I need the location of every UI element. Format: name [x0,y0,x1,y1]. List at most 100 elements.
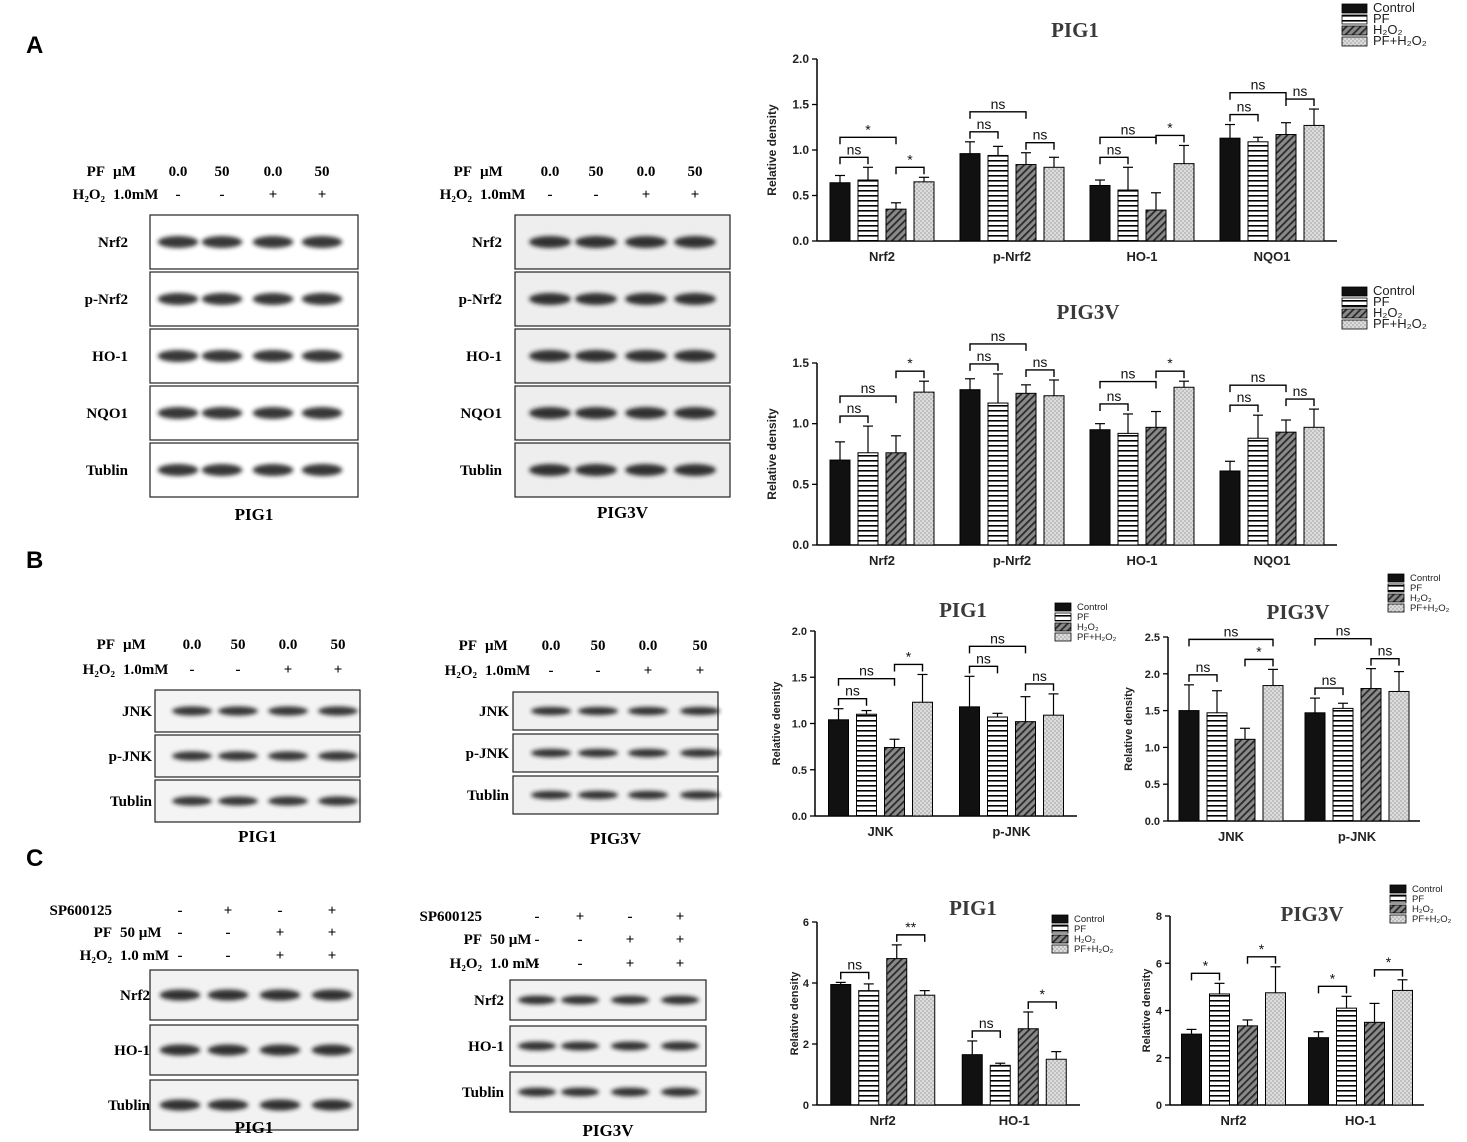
treatment-label: PF [459,638,477,654]
blot-band [560,1041,600,1051]
treatment-value: 0.0 [541,164,560,180]
significance-label: * [865,121,871,137]
blot-band [157,236,199,248]
treatment-value: + [276,948,285,964]
significance-label: ns [1224,623,1239,639]
blot-a-pig3v: PF µM 0.0 50 0.0 50 H₂O₂ 1.0mM - - + + Nrf2 p-Nrf2 HO-… [440,164,731,522]
treatment-value: + [676,909,685,925]
chart-title: PIG3V [1267,600,1330,624]
x-category-label: NQO1 [1254,249,1291,264]
bar [857,179,879,242]
y-tick-label: 0.5 [1145,779,1160,791]
blot-band [529,236,571,248]
chart-title: PIG3V [1057,300,1120,324]
blot-band [201,293,243,305]
blot-band [674,293,716,305]
blot-band [517,1041,557,1051]
blot-band [674,464,716,476]
blot-band [575,293,617,305]
y-axis-label: Relative density [789,971,801,1056]
treatment-label: PF [94,925,112,941]
y-axis-label: Relative density [771,681,783,766]
y-tick-label: 2 [803,1039,809,1051]
treatment-unit: 1.0 mM [120,948,169,964]
x-category-label: HO-1 [999,1113,1030,1128]
chart-3: PIG1 0.0 0.5 1.0 1.5 2.0 Relative density JNK p-… [771,598,1117,839]
bar [1089,184,1111,242]
significance-bracket [895,166,925,175]
blot-band [207,989,249,1001]
significance-label: ns [847,400,862,416]
treatment-value: - [178,948,183,964]
blot-band [575,407,617,419]
blot-band [268,796,308,806]
blot-band [318,706,358,716]
blot-band [159,1044,201,1056]
legend-swatch [1389,914,1407,924]
x-category-label: p-JNK [992,824,1031,839]
bar [1247,437,1269,546]
blot-band [628,790,668,800]
treatment-label: SP600125 [419,909,482,925]
legend-label: Control [1373,0,1415,15]
bar-charts: PIG1 0.0 0.5 1.0 1.5 2.0 Relative density Nrf2 p… [765,0,1452,1128]
blot-a-pig1: PF µM 0.0 50 0.0 50 H₂O₂ 1.0mM - - + + Nrf2 p-Nrf2 HO-… [73,164,359,524]
legend-label: PF+H₂O₂ [1410,603,1450,614]
bar [1234,738,1256,822]
significance-label: ns [847,956,862,972]
significance-label: ns [847,141,862,157]
protein-label: Nrf2 [120,988,150,1004]
treatment-value: + [328,903,337,919]
treatment-value: - [178,903,183,919]
protein-label: JNK [479,704,509,720]
legend-label: PF [1077,612,1089,623]
bar [858,990,880,1106]
significance-label: ns [1107,141,1122,157]
bar [1209,993,1230,1106]
blot-band [172,751,212,761]
blot-band [259,1099,301,1111]
blot-band [252,293,294,305]
treatment-value: 50 [215,164,230,180]
legend-swatch [1341,14,1368,25]
bar [1332,707,1354,822]
significance-label: ns [990,630,1005,646]
significance-bracket [1314,637,1372,646]
legend-swatch [1389,884,1407,894]
blot-band [157,293,199,305]
chart-1: PIG1 0.0 0.5 1.0 1.5 2.0 Relative density Nrf2 p… [765,0,1427,264]
significance-label: ns [1033,354,1048,370]
treatment-value: + [318,187,327,203]
bar [884,747,905,817]
blot-band [531,790,571,800]
treatment-value: - [578,956,583,972]
treatment-unit: µM [485,638,508,654]
blot-band [517,995,557,1005]
x-category-label: p-JNK [1338,829,1377,844]
blot-band [318,796,358,806]
treatment-label: PF [97,637,115,653]
bar [1303,124,1325,242]
blot-band [529,407,571,419]
legend-label: PF+H₂O₂ [1373,33,1427,48]
y-tick-label: 6 [1156,958,1162,970]
treatment-value: - [220,187,225,203]
treatment-value: 0.0 [183,637,202,653]
legend-label: PF [1373,11,1390,26]
blot-band [157,350,199,362]
blot-band [301,350,343,362]
treatment-value: + [328,948,337,964]
western-blots: PF µM 0.0 50 0.0 50 H₂O₂ 1.0mM - - + + Nrf2 p-Nrf2 HO-… [49,164,731,1140]
blot-band [201,407,243,419]
treatment-value: + [334,662,343,678]
significance-label: ns [845,683,860,699]
bar [1045,1058,1067,1106]
y-tick-label: 1.0 [792,143,809,157]
treatment-value: 0.0 [639,638,658,654]
protein-label: p-JNK [109,749,153,765]
bar [856,713,877,817]
significance-bracket [1317,985,1348,994]
y-tick-label: 0.0 [792,811,807,823]
bar [1043,395,1065,546]
significance-label: * [1167,119,1173,135]
